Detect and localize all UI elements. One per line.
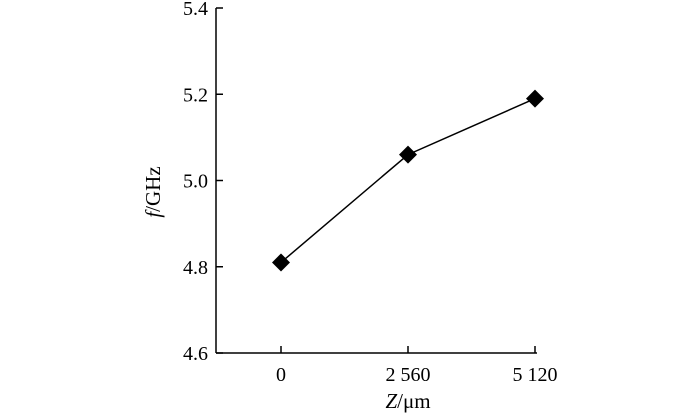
y-tick-label: 5.0 — [183, 171, 208, 193]
y-tick-label: 5.2 — [183, 84, 208, 106]
x-axis-label-variable: Z — [385, 389, 397, 413]
y-axis-label-variable: f — [141, 209, 165, 218]
series-line — [280, 97, 536, 264]
x-tick-label: 5 120 — [513, 364, 558, 386]
y-axis-ticks: 4.6 4.8 5.0 5.2 5.4 — [183, 0, 223, 365]
y-tick-label: 4.6 — [183, 343, 208, 365]
data-point — [399, 145, 417, 164]
x-axis-ticks: 0 2 560 5 120 — [276, 346, 558, 386]
x-axis-label-unit: /μm — [397, 389, 430, 413]
x-tick-label: 0 — [276, 364, 286, 386]
x-tick-label: 2 560 — [386, 364, 431, 386]
y-tick-label: 5.4 — [183, 0, 208, 20]
y-axis-label-unit: /GHz — [141, 166, 165, 212]
x-axis-label: Z/μm — [385, 389, 430, 413]
series — [272, 89, 544, 272]
data-point — [526, 89, 544, 108]
y-axis-label: f/GHz — [141, 166, 165, 217]
data-point — [272, 253, 290, 272]
y-tick-label: 4.8 — [183, 257, 208, 279]
